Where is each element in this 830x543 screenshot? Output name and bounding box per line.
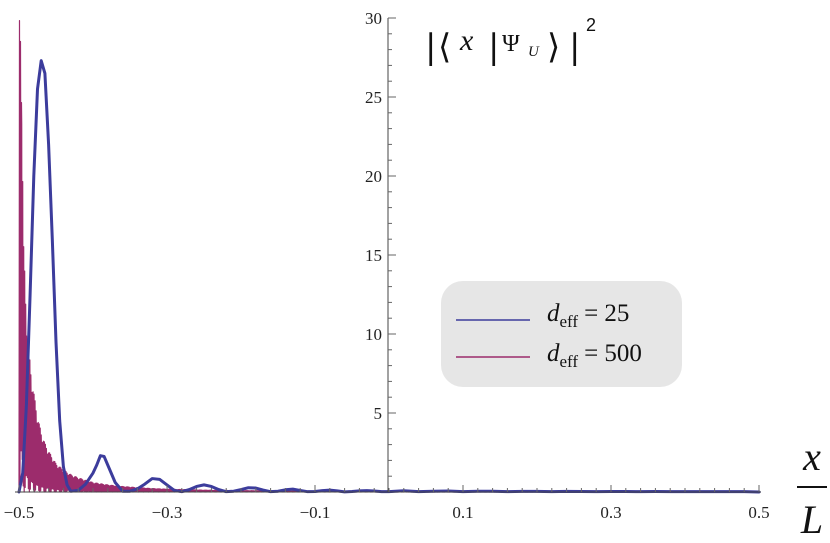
y-label-power: 2 [586,15,596,35]
x-label-denominator: L [800,497,823,542]
series-line-d-eff-500 [18,20,760,493]
legend-base: d [547,340,560,367]
y-label-bra: x [459,24,474,57]
x-tick-label: −0.1 [300,503,331,522]
x-label-numerator: x [802,434,821,479]
legend-sub: eff [560,352,579,371]
legend-value: = 500 [584,340,642,367]
y-label-ket: Ψ [502,31,520,57]
legend-label-1: deff = 500 [547,340,642,371]
legend-value: = 25 [584,300,629,327]
series-line-d-eff-25 [17,59,761,494]
y-tick-label: 25 [365,88,382,107]
series-layer [17,20,761,494]
x-tick-label: 0.3 [600,503,621,522]
legend-label-0: deff = 25 [547,300,629,331]
x-tick-label: −0.3 [152,503,183,522]
legend-item-series-1: deff = 500 [456,340,642,371]
axes-layer: −0.5 −0.3 −0.1 0.1 0.3 0.5 5 10 15 20 25 30 [4,9,770,522]
x-tick-label: −0.5 [4,503,35,522]
y-label-abs-right: | [569,27,580,67]
y-tick-label: 20 [365,167,382,186]
y-tick-label: 30 [365,9,382,28]
x-tick-label: 0.1 [452,503,473,522]
y-label-bar: | [488,27,499,67]
legend-box [441,281,682,387]
x-axis-label: x L [797,434,827,542]
y-label-abs-left: | [425,27,436,67]
legend-sub: eff [560,312,579,331]
y-label-angle-right: ⟩ [547,27,560,67]
y-tick-label: 15 [365,246,382,265]
y-tick-label: 10 [365,325,382,344]
legend-base: d [547,300,560,327]
y-label-angle-left: ⟨ [438,27,451,67]
legend: deff = 25 deff = 500 [441,281,682,387]
y-label-ket-sub: U [528,44,540,60]
legend-item-series-0: deff = 25 [456,300,629,331]
y-axis-label: | ⟨ x | Ψ U ⟩ | 2 [425,15,596,67]
y-tick-label: 5 [374,404,383,423]
x-tick-label: 0.5 [748,503,769,522]
